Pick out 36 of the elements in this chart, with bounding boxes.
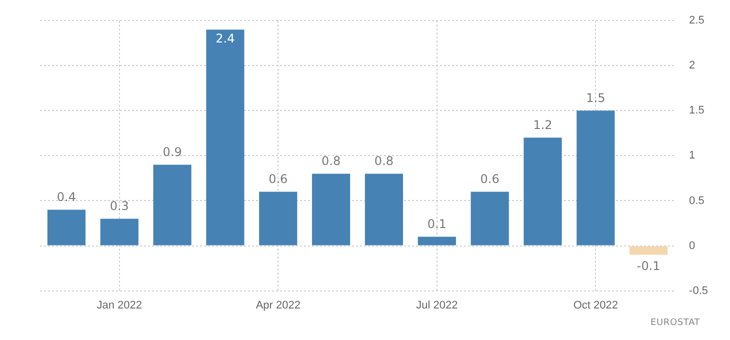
bar bbox=[206, 30, 244, 246]
x-tick-label: Apr 2022 bbox=[256, 299, 300, 312]
data-label: 1.5 bbox=[586, 90, 606, 105]
bar bbox=[100, 218, 138, 246]
text: EUROSTAT bbox=[650, 318, 700, 328]
x-tick-label: Jul 2022 bbox=[416, 299, 458, 312]
bar bbox=[47, 210, 86, 246]
bar bbox=[312, 174, 350, 246]
y-tick-label: -0.5 bbox=[689, 284, 708, 297]
y-tick-label: 2 bbox=[689, 60, 696, 72]
bar bbox=[259, 192, 298, 246]
data-label: 0.4 bbox=[56, 190, 76, 204]
x-tick-label: Oct 2022 bbox=[573, 299, 618, 312]
data-label: 1.2 bbox=[533, 118, 552, 132]
data-label: 0.9 bbox=[162, 144, 182, 159]
bar bbox=[524, 138, 562, 246]
data-label: 0.8 bbox=[374, 154, 394, 168]
bar bbox=[153, 164, 192, 246]
bar bbox=[630, 246, 668, 255]
data-label: 0.8 bbox=[322, 154, 341, 168]
data-label: 0.1 bbox=[427, 216, 446, 231]
y-tick-label: 1.5 bbox=[689, 104, 704, 117]
y-tick-label: 0.5 bbox=[689, 194, 704, 207]
bar bbox=[364, 174, 404, 246]
bar bbox=[576, 110, 615, 246]
data-label: 0.6 bbox=[268, 172, 288, 186]
bar bbox=[418, 236, 456, 246]
data-label: 0.6 bbox=[480, 172, 500, 186]
y-tick-label: 2.5 bbox=[689, 14, 704, 27]
y-tick-label: 0 bbox=[689, 240, 696, 252]
x-tick-label: Jan 2022 bbox=[96, 299, 142, 312]
data-label: -0.1 bbox=[636, 258, 660, 273]
data-label: 0.3 bbox=[110, 198, 129, 213]
data-label: 2.4 bbox=[216, 32, 235, 46]
y-tick-label: 1 bbox=[689, 150, 696, 162]
bar bbox=[470, 192, 509, 246]
